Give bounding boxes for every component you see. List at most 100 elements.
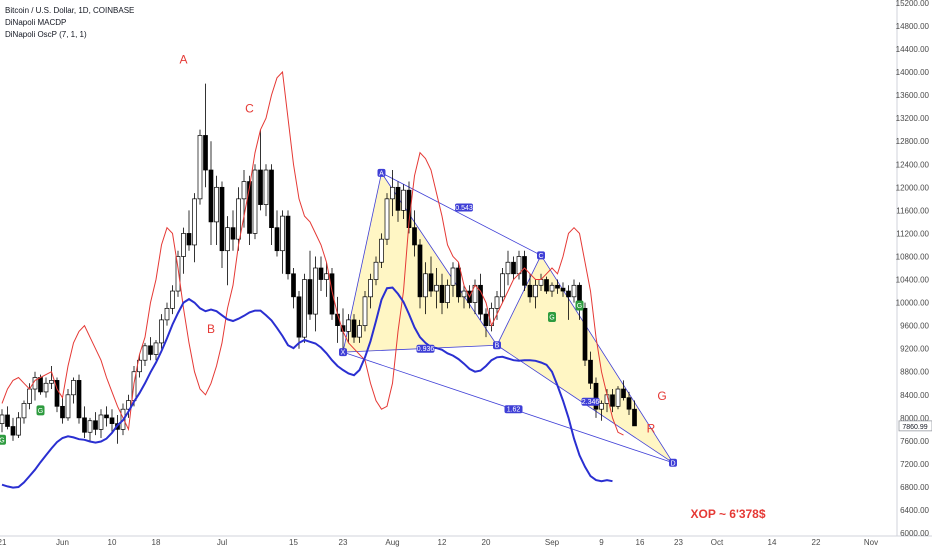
candle-body <box>428 273 434 292</box>
candle-body <box>54 380 60 407</box>
candle-body <box>494 296 500 309</box>
candle-body <box>49 380 54 384</box>
candle-body <box>126 400 131 410</box>
g-signal-label: G <box>38 408 43 415</box>
candle-body <box>357 325 362 338</box>
candle-body <box>368 279 373 298</box>
time-tick-label: 9 <box>599 538 604 547</box>
candle-body <box>362 296 368 326</box>
candle-body <box>593 382 599 410</box>
candle-body <box>225 227 230 252</box>
pattern-point-c <box>537 251 545 260</box>
candle-body <box>544 279 549 292</box>
candle-body <box>258 169 263 205</box>
price-tick-label: 14000.00 <box>896 68 930 77</box>
candle-body <box>76 380 82 419</box>
g-signal-marker <box>0 434 6 445</box>
candle-body <box>21 403 27 419</box>
candle-body <box>241 181 247 200</box>
candle-body <box>505 261 511 275</box>
indicator-oscp-label: DiNapoli OscP (7, 1, 1) <box>5 30 87 39</box>
candle-body <box>395 186 401 211</box>
candle-body <box>522 256 527 286</box>
price-tick-label: 13200.00 <box>896 114 930 123</box>
time-tick-label: 16 <box>636 538 645 547</box>
candle-body <box>109 417 115 424</box>
price-tick-label: 13600.00 <box>896 91 930 100</box>
candle-body <box>549 284 555 292</box>
candle-body <box>247 181 252 234</box>
time-tick-label: 22 <box>812 538 821 547</box>
candle-body <box>599 403 604 410</box>
g-signal-label: G <box>549 314 554 321</box>
pattern-point-a <box>377 168 386 177</box>
pattern-point-label: D <box>670 460 675 467</box>
candle-body <box>65 394 71 419</box>
price-tick-label: 10800.00 <box>896 252 930 261</box>
candle-body <box>10 426 16 436</box>
candle-body <box>274 227 280 252</box>
candle-body <box>5 414 10 427</box>
time-tick-label: 20 <box>482 538 491 547</box>
candle-body <box>159 319 164 344</box>
candle-body <box>379 238 384 263</box>
candle-body <box>560 287 566 292</box>
candle-body <box>98 414 104 430</box>
candle-body <box>164 307 170 321</box>
pattern-point-d <box>669 458 677 467</box>
candle-body <box>329 273 335 315</box>
pattern-point-label: B <box>495 343 500 350</box>
time-tick-label: Jul <box>217 538 227 547</box>
candle-body <box>483 313 489 326</box>
candle-body <box>153 342 159 355</box>
candle-body <box>582 307 588 361</box>
price-tick-label: 12000.00 <box>896 183 930 192</box>
time-tick-label: 15 <box>289 538 298 547</box>
candle-body <box>38 377 43 393</box>
wave-label-b: B <box>207 322 215 336</box>
candle-body <box>93 420 98 430</box>
candle-body <box>626 397 632 410</box>
ratio-label: 2.346 <box>582 399 600 406</box>
candle-body <box>538 279 544 286</box>
candle-body <box>230 227 236 240</box>
candle-body <box>500 273 505 298</box>
candle-body <box>82 417 87 433</box>
price-tick-label: 8400.00 <box>900 391 929 400</box>
candle-body <box>439 284 445 303</box>
time-tick-label: 23 <box>674 538 683 547</box>
price-tick-label: 9600.00 <box>900 322 929 331</box>
wave-label-g: G <box>657 389 666 403</box>
last-price-tag <box>898 420 932 432</box>
pattern-point-label: A <box>379 170 384 177</box>
candle-body <box>351 319 357 338</box>
price-tick-label: 12800.00 <box>896 137 930 146</box>
ratio-badge <box>455 203 473 212</box>
wave-label-c: C <box>245 101 254 115</box>
candle-body <box>516 256 522 275</box>
candle-body <box>142 345 148 361</box>
pattern-point-label: X <box>341 350 346 357</box>
price-tick-label: 6400.00 <box>900 506 929 515</box>
candle-body <box>610 394 615 407</box>
candle-body <box>269 169 274 229</box>
price-tick-label: 10000.00 <box>896 299 930 308</box>
candle-body <box>71 380 76 396</box>
candle-body <box>170 290 175 309</box>
candle-body <box>412 227 417 246</box>
candle-body <box>43 382 49 393</box>
candle-body <box>423 273 428 298</box>
candle-body <box>588 359 593 384</box>
pattern-line-bc <box>496 255 542 346</box>
price-tick-label: 11600.00 <box>896 206 929 215</box>
price-tick-label: 12400.00 <box>896 160 930 169</box>
candle-body <box>615 388 621 407</box>
indicator-macdp-label: DiNapoli MACDP <box>5 18 67 27</box>
candle-body <box>346 319 351 332</box>
candle-body <box>511 261 516 275</box>
pattern-point-x <box>339 348 347 357</box>
g-signal-label: G <box>577 303 582 310</box>
g-signal-marker <box>36 405 45 416</box>
